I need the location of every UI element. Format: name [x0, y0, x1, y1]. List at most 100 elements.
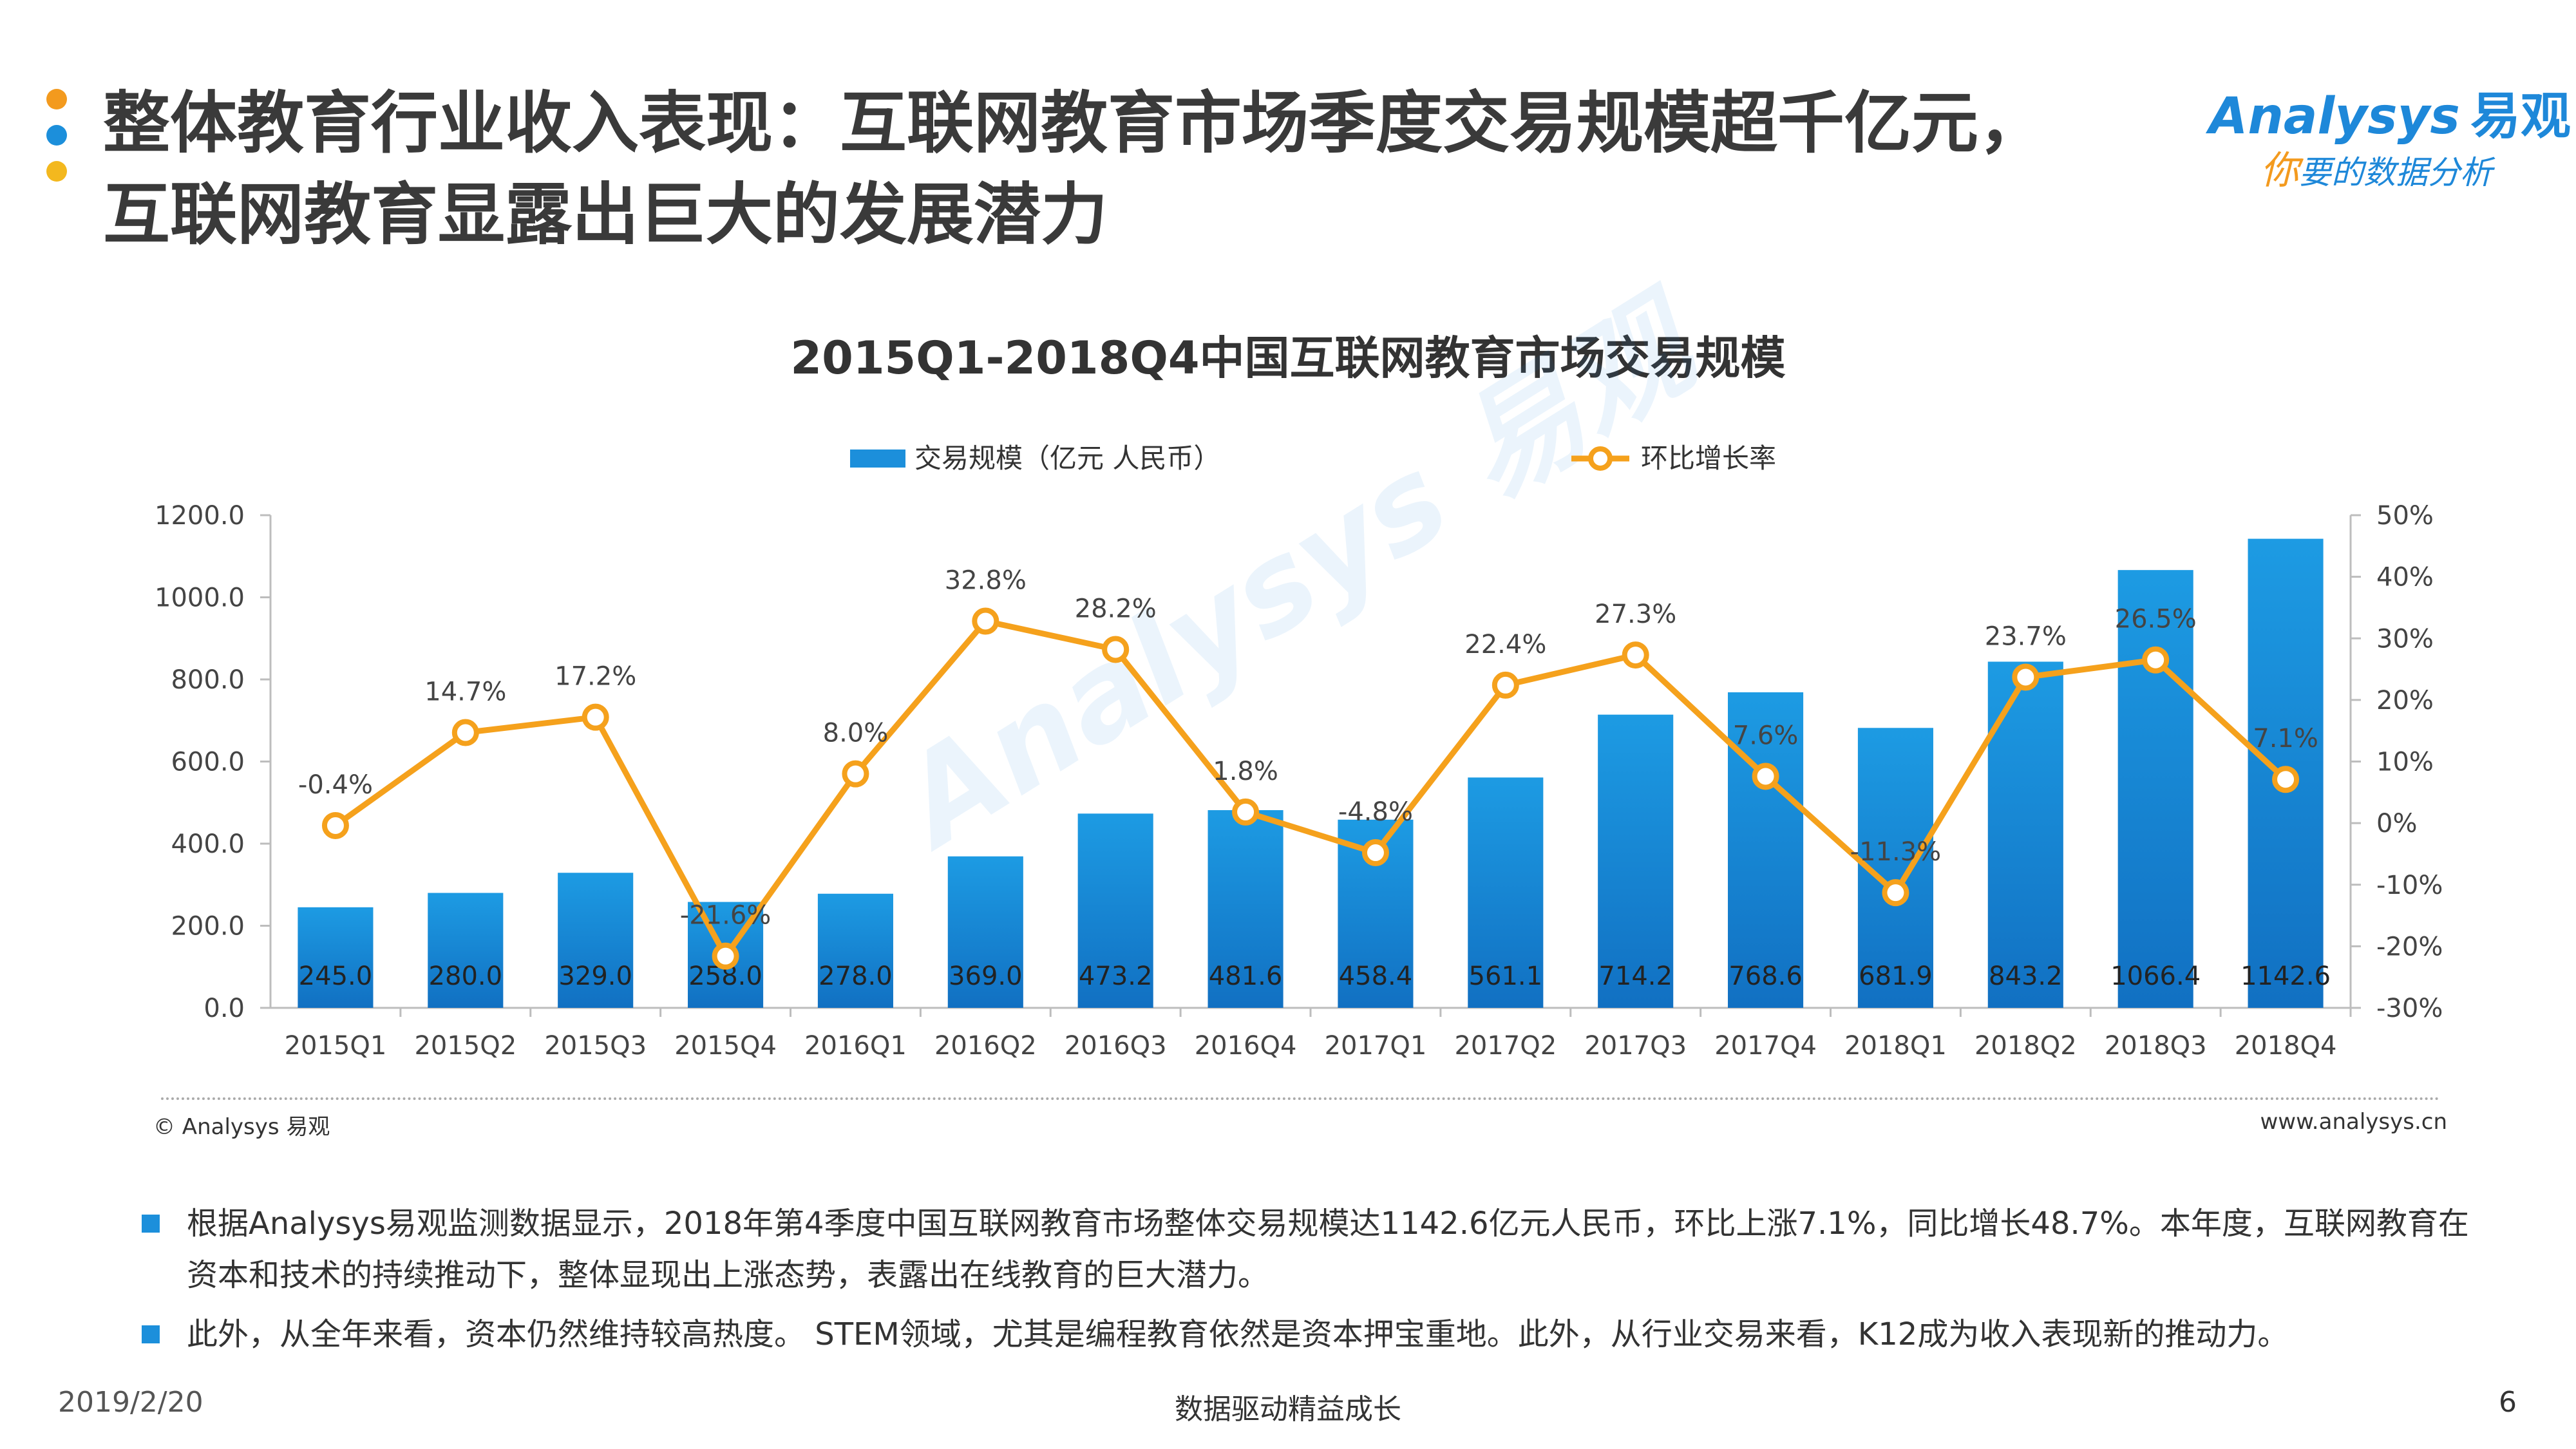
growth-rate-label: -21.6%	[680, 901, 772, 931]
growth-rate-label: 22.4%	[1464, 630, 1546, 659]
bar-value-label: 1066.4	[2110, 961, 2201, 991]
page-title-line2: 互联网教育显露出巨大的发展潜力	[103, 175, 1108, 254]
y-left-tick-label: 1000.0	[155, 583, 245, 613]
orange-dot	[46, 89, 67, 109]
chart-title: 2015Q1-2018Q4中国互联网教育市场交易规模	[790, 332, 1786, 384]
growth-rate-point	[712, 942, 739, 970]
bar	[947, 856, 1023, 1008]
growth-rate-label: 1.8%	[1213, 757, 1278, 786]
bar	[428, 893, 504, 1008]
growth-rate-point	[842, 760, 869, 788]
growth-rate-label: 7.6%	[1733, 721, 1799, 750]
x-tick-label: 2018Q3	[2105, 1031, 2207, 1061]
logo-chinese: 易观	[2470, 88, 2571, 146]
bar	[1598, 714, 1674, 1008]
bar	[1987, 661, 2063, 1008]
bar-value-label: 280.0	[429, 961, 503, 991]
growth-rate-point	[972, 607, 999, 635]
yellow-dot	[46, 161, 67, 182]
x-tick-label: 2018Q1	[1844, 1031, 1947, 1061]
growth-rate-point	[1622, 641, 1649, 669]
x-tick-label: 2018Q2	[1975, 1031, 2077, 1061]
bar	[1208, 810, 1283, 1008]
bar-value-label: 458.4	[1339, 961, 1413, 991]
growth-rate-point	[1232, 798, 1260, 826]
growth-rate-point	[1752, 762, 1779, 790]
bar	[1468, 777, 1544, 1008]
bar-value-label: 329.0	[558, 961, 632, 991]
analysys-logo: Analysys 易观 你要的数据分析	[2209, 76, 2571, 193]
y-left-tick-label: 0.0	[204, 994, 245, 1023]
bullet-square-icon	[142, 1325, 160, 1343]
growth-rate-label: -4.8%	[1338, 797, 1413, 827]
bar-value-label: 481.6	[1209, 961, 1283, 991]
bar-value-label: 843.2	[1989, 961, 2063, 991]
growth-rate-label: 14.7%	[424, 677, 506, 707]
y-left-tick-label: 1200.0	[155, 501, 245, 531]
x-tick-label: 2017Q2	[1454, 1031, 1557, 1061]
legend-bar-label: 交易规模（亿元 人民币）	[914, 442, 1220, 474]
x-tick-label: 2016Q2	[934, 1031, 1037, 1061]
growth-rate-label: 28.2%	[1075, 594, 1157, 623]
summary-bullet-1: 根据Analysys易观监测数据显示，2018年第4季度中国互联网教育市场整体交…	[142, 1198, 2473, 1301]
page-title-line1: 整体教育行业收入表现：互联网教育市场季度交易规模超千亿元，	[103, 84, 2046, 162]
y-right-tick-label: -10%	[2376, 871, 2443, 900]
source-website[interactable]: www.analysys.cn	[2260, 1109, 2448, 1135]
logo-tagline-rest: 要的数据分析	[2299, 154, 2492, 191]
bar-value-label: 561.1	[1469, 961, 1543, 991]
growth-rate-point	[1102, 636, 1130, 663]
bar-value-label: 245.0	[299, 961, 373, 991]
bar	[1077, 813, 1153, 1008]
bar-value-label: 369.0	[949, 961, 1023, 991]
bar-value-label: 1142.6	[2240, 961, 2331, 991]
growth-rate-point	[321, 811, 349, 839]
y-right-tick-label: 0%	[2376, 809, 2417, 838]
x-tick-label: 2015Q1	[285, 1031, 387, 1061]
x-tick-label: 2015Q3	[544, 1031, 647, 1061]
y-right-tick-label: 40%	[2376, 563, 2434, 592]
footer-date: 2019/2/20	[58, 1386, 204, 1419]
logo-wordmark: Analysys 易观	[2209, 76, 2571, 148]
growth-rate-label: 32.8%	[945, 565, 1027, 595]
summary-bullet-2: 此外，从全年来看，资本仍然维持较高热度。 STEM领域，尤其是编程教育依然是资本…	[142, 1309, 2473, 1360]
source-copyright: © Analysys 易观	[153, 1114, 330, 1140]
y-left-tick-label: 800.0	[171, 665, 245, 695]
logo-tagline-first: 你	[2260, 148, 2299, 193]
bar-value-label: 768.6	[1728, 961, 1803, 991]
bullet-square-icon	[142, 1215, 160, 1233]
chart: 0.0 200.0 400.0 600.0 800.0 1000.0 1200.0 -30% -…	[155, 442, 2443, 1061]
bar-value-label: 681.9	[1859, 961, 1933, 991]
growth-rate-point	[2012, 663, 2040, 691]
x-tick-label: 2016Q4	[1195, 1031, 1297, 1061]
growth-rate-label: 17.2%	[554, 662, 636, 692]
bar	[1728, 692, 1804, 1008]
x-tick-label: 2016Q3	[1065, 1031, 1167, 1061]
x-tick-label: 2015Q2	[414, 1031, 516, 1061]
source-divider	[161, 1097, 2441, 1100]
growth-rate-line	[334, 618, 2288, 960]
x-tick-label: 2017Q4	[1714, 1031, 1817, 1061]
bar	[2117, 570, 2193, 1008]
y-left-tick-label: 400.0	[171, 829, 245, 859]
bar	[817, 893, 893, 1008]
title-bullet-dots	[46, 89, 67, 197]
page-number: 6	[2499, 1386, 2517, 1419]
summary-bullet-2-text: 此外，从全年来看，资本仍然维持较高热度。 STEM领域，尤其是编程教育依然是资本…	[187, 1316, 2289, 1352]
growth-rate-label: 8.0%	[823, 719, 889, 748]
bar	[558, 873, 634, 1008]
x-tick-label: 2018Q4	[2235, 1031, 2337, 1061]
blue-dot	[46, 125, 67, 146]
x-tick-label: 2017Q3	[1584, 1031, 1687, 1061]
logo-initial: A	[2209, 88, 2248, 146]
legend-bar-swatch	[850, 450, 905, 468]
growth-rate-point	[2272, 766, 2300, 793]
y-right-tick-label: 30%	[2376, 624, 2434, 654]
growth-rate-point	[1492, 671, 1519, 699]
growth-rate-label: -0.4%	[298, 770, 373, 800]
bar-value-label: 278.0	[819, 961, 893, 991]
logo-tagline: 你要的数据分析	[2260, 139, 2492, 195]
y-left-tick-label: 600.0	[171, 748, 245, 777]
growth-rate-point	[2142, 646, 2170, 674]
growth-rate-label: 23.7%	[1985, 621, 2067, 651]
footer-slogan: 数据驱动精益成长	[1175, 1393, 1401, 1426]
